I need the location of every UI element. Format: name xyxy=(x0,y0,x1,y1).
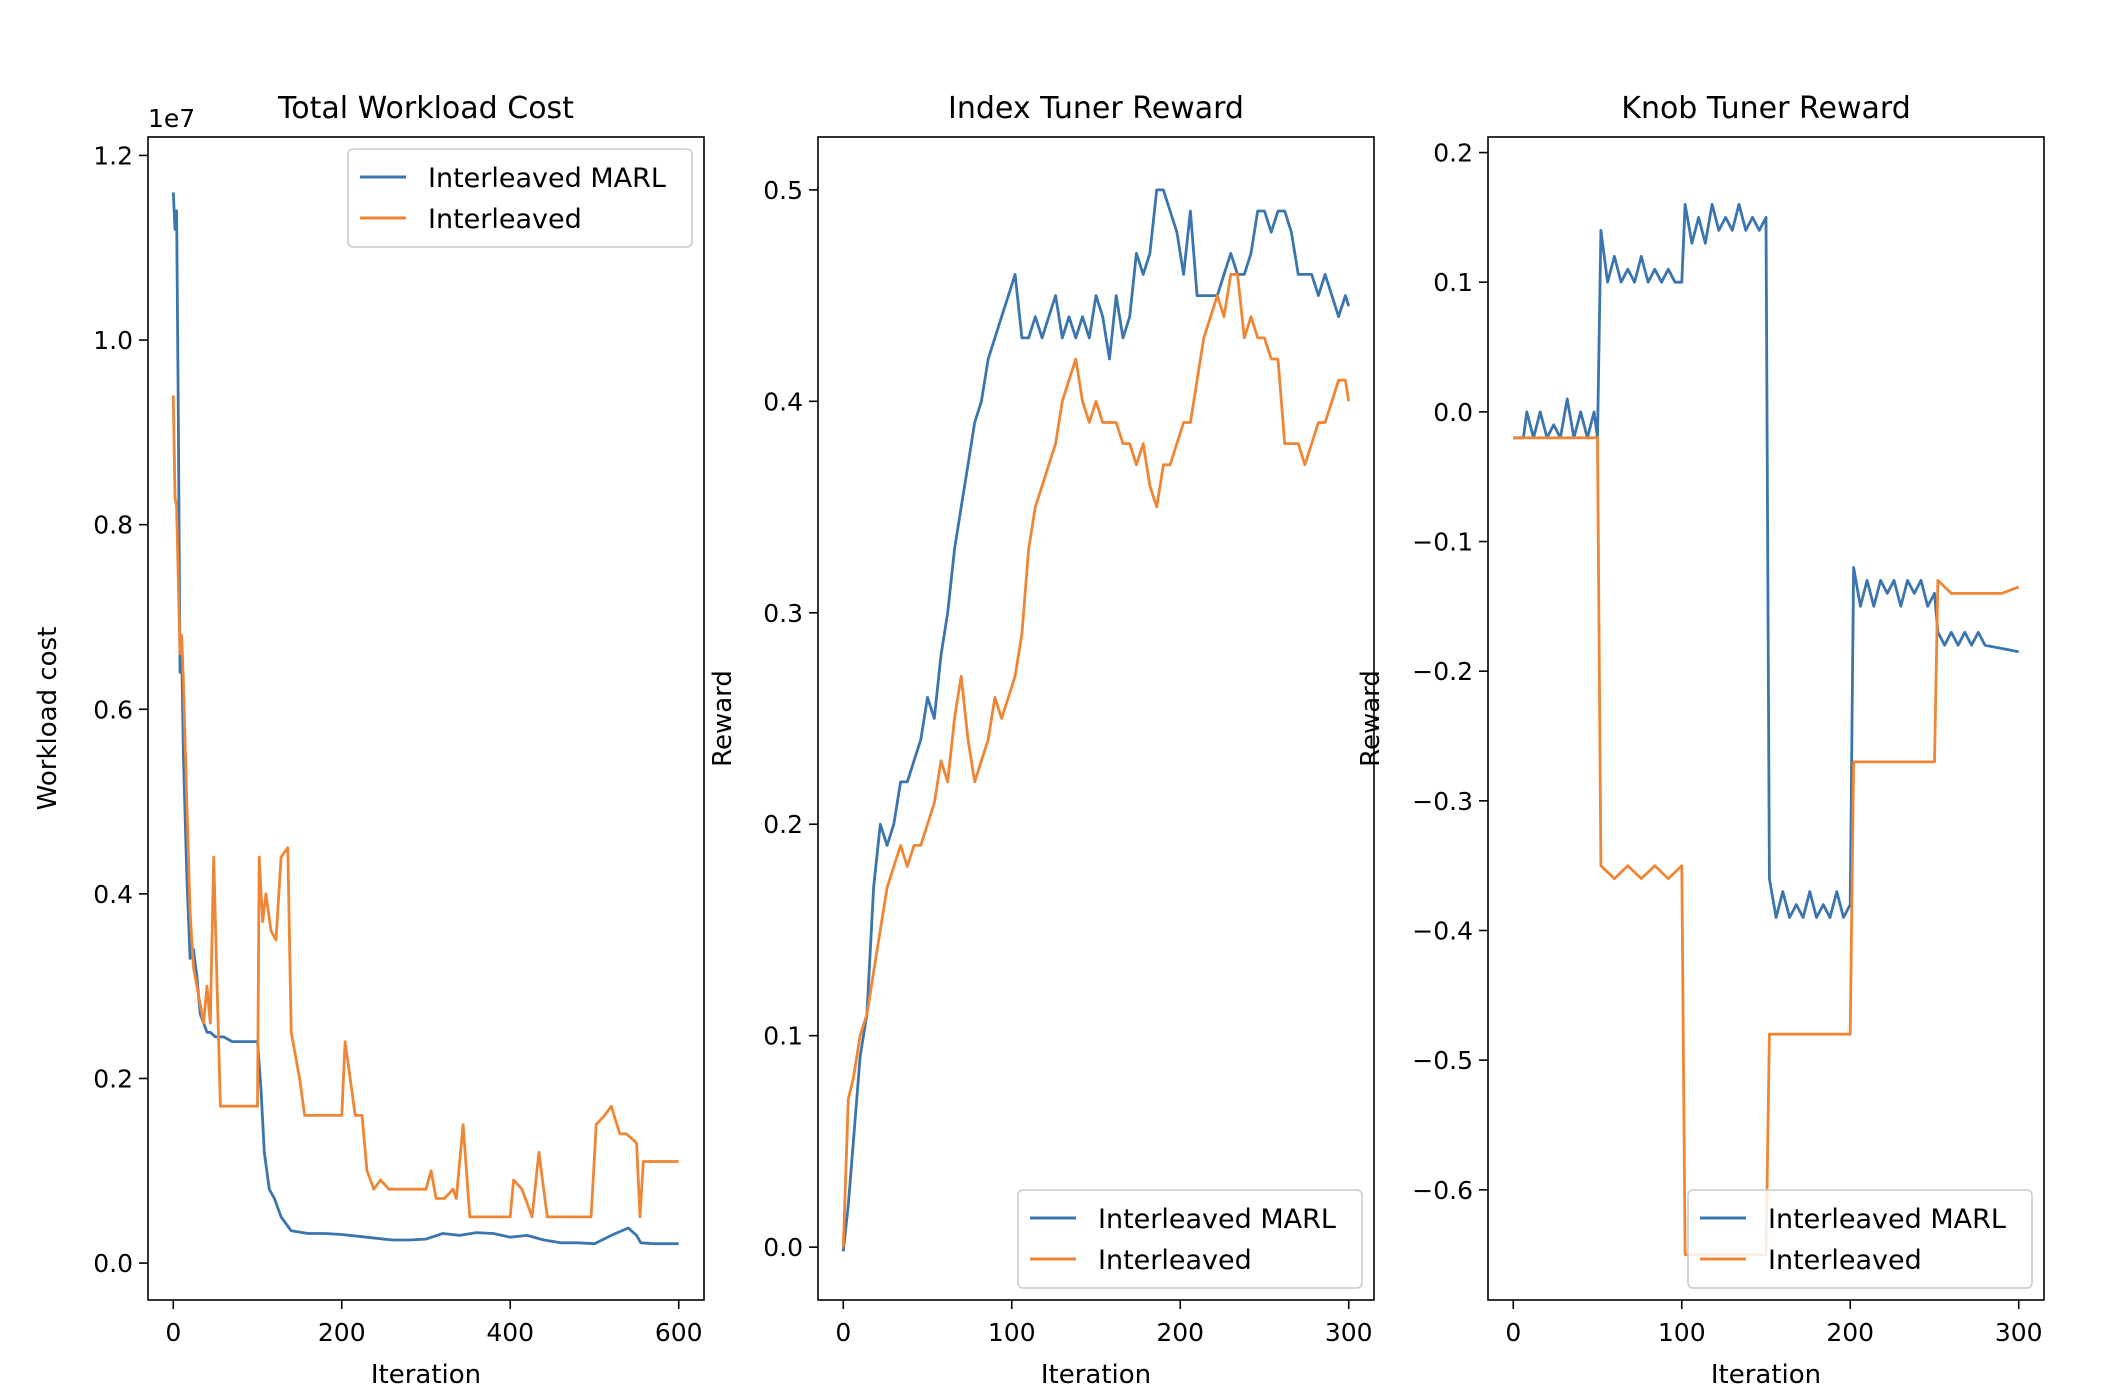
chart-title: Index Tuner Reward xyxy=(948,91,1244,126)
legend-box xyxy=(1687,1189,2033,1289)
plot-frame xyxy=(1487,136,2045,1301)
x-tick-label: 600 xyxy=(655,1318,703,1347)
x-tick-label: 100 xyxy=(1658,1318,1706,1347)
y-tick-label: 0.2 xyxy=(93,1064,133,1093)
y-tick-label: −0.5 xyxy=(1412,1046,1473,1075)
legend: Interleaved MARL Interleaved xyxy=(347,148,693,248)
legend-label-interleaved-marl: Interleaved MARL xyxy=(1098,1204,1336,1235)
y-axis-label: Reward xyxy=(1356,670,1386,767)
legend: Interleaved MARL Interleaved xyxy=(1687,1189,2033,1289)
x-axis-label: Iteration xyxy=(1711,1360,1821,1390)
y-axis-label: Reward xyxy=(708,670,738,767)
legend-label-interleaved-marl: Interleaved MARL xyxy=(428,163,666,194)
series-line-interleaved xyxy=(841,272,1351,1248)
x-tick-label: 200 xyxy=(318,1318,366,1347)
y-tick-label: −0.2 xyxy=(1412,657,1473,686)
x-tick-label: 200 xyxy=(1826,1318,1874,1347)
y-tick-label: 0.1 xyxy=(1433,268,1473,297)
y-tick-label: −0.4 xyxy=(1412,916,1473,945)
y-tick-label: 0.2 xyxy=(1433,139,1473,168)
y-tick-label: 0.5 xyxy=(763,176,803,205)
chart-title: Total Workload Cost xyxy=(277,91,574,126)
y-tick-label: 0.0 xyxy=(763,1233,803,1262)
y-tick-label: −0.6 xyxy=(1412,1176,1473,1205)
x-axis-label: Iteration xyxy=(371,1360,481,1390)
plot-frame xyxy=(817,136,1375,1301)
knob-tuner-reward-panel: Knob Tuner Reward 0 100 200 300 0.2 0.1 0.0 −0.1… xyxy=(1356,91,2045,1390)
x-tick-label: 300 xyxy=(1995,1318,2043,1347)
legend-box xyxy=(347,148,693,248)
x-tick-label: 300 xyxy=(1325,1318,1373,1347)
y-tick-label: 0.0 xyxy=(1433,398,1473,427)
y-tick-label: 0.1 xyxy=(763,1022,803,1051)
x-tick-label: 0 xyxy=(835,1318,851,1347)
series-line-interleaved-marl xyxy=(841,188,1351,1252)
y-tick-label: 1.0 xyxy=(93,326,133,355)
y-tick-label: −0.3 xyxy=(1412,787,1473,816)
legend-box xyxy=(1017,1189,1363,1289)
y-tick-label: 0.3 xyxy=(763,599,803,628)
plot-frame xyxy=(147,136,705,1301)
series-line-interleaved-marl xyxy=(1513,202,2019,919)
legend-label-interleaved: Interleaved xyxy=(428,204,582,235)
y-axis-label: Workload cost xyxy=(33,627,63,811)
y-tick-label: 0.0 xyxy=(93,1249,133,1278)
y-tick-label: 0.4 xyxy=(93,880,133,909)
x-axis-label: Iteration xyxy=(1041,1360,1151,1390)
chart-title: Knob Tuner Reward xyxy=(1621,91,1910,126)
y-tick-label: 1.2 xyxy=(93,141,133,170)
total-workload-cost-panel: Total Workload Cost 0 200 400 600 0.0 0.2 0.4 0.… xyxy=(33,91,705,1390)
x-tick-label: 200 xyxy=(1156,1318,1204,1347)
y-tick-label: −0.1 xyxy=(1412,528,1473,557)
legend-label-interleaved: Interleaved xyxy=(1768,1245,1922,1276)
x-tick-label: 400 xyxy=(486,1318,534,1347)
series-line-interleaved xyxy=(171,395,679,1219)
y-tick-label: 0.8 xyxy=(93,511,133,540)
y-offset-label: 1e7 xyxy=(148,104,195,133)
y-tick-label: 0.4 xyxy=(763,387,803,416)
index-tuner-reward-panel: Index Tuner Reward 0 100 200 300 0.0 0.1 0.2 0.3… xyxy=(708,91,1375,1390)
y-tick-label: 0.2 xyxy=(763,810,803,839)
y-tick-label: 0.6 xyxy=(93,695,133,724)
series-line-interleaved-marl xyxy=(171,192,679,1246)
x-tick-label: 100 xyxy=(988,1318,1036,1347)
x-tick-label: 0 xyxy=(165,1318,181,1347)
legend-label-interleaved-marl: Interleaved MARL xyxy=(1768,1204,2006,1235)
legend-label-interleaved: Interleaved xyxy=(1098,1245,1252,1276)
legend: Interleaved MARL Interleaved xyxy=(1017,1189,1363,1289)
x-tick-label: 0 xyxy=(1505,1318,1521,1347)
